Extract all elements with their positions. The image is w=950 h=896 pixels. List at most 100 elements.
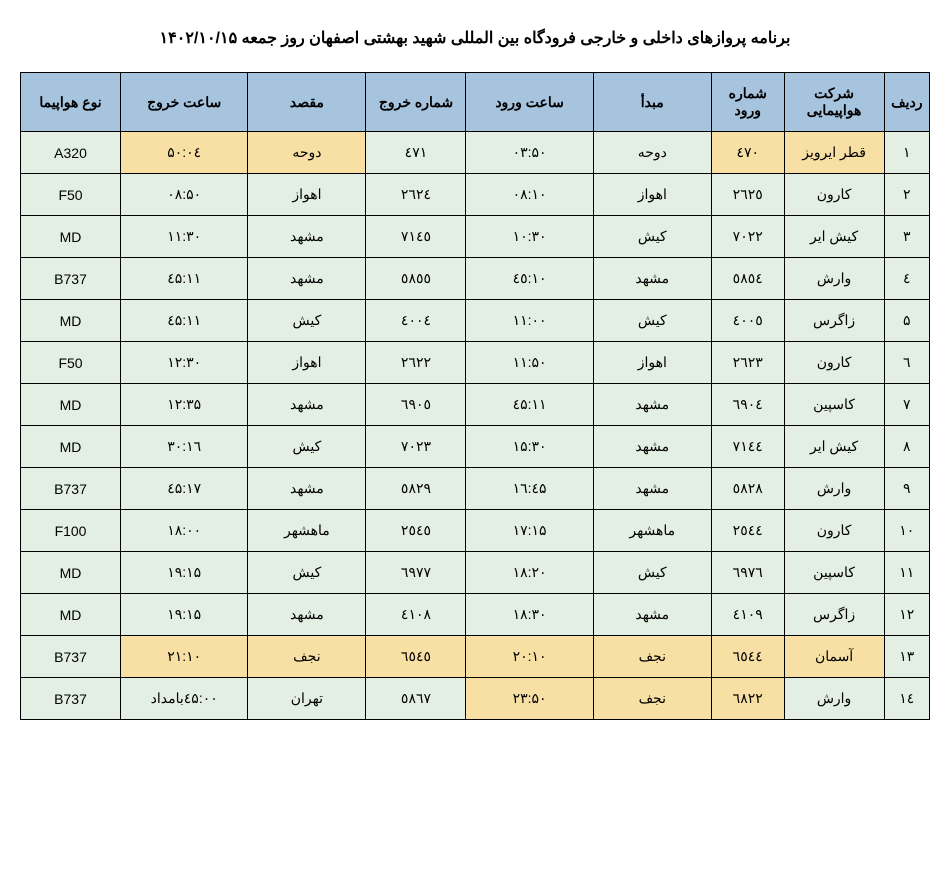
cell-origin: کیش [593, 300, 711, 342]
cell-arrival-time: ۱٦:٤۵ [466, 468, 593, 510]
cell-arrival-no: ٦٨٢٢ [711, 678, 784, 720]
cell-destination: اهواز [248, 342, 366, 384]
cell-arrival-no: ٤٧٠ [711, 132, 784, 174]
cell-airline: کارون [784, 174, 884, 216]
cell-origin: نجف [593, 678, 711, 720]
cell-destination: کیش [248, 552, 366, 594]
table-row: ۱۱کاسپین٦٩٧٦کیش۱۸:۲۰٦٩٧٧کیش۱۹:۱۵MD [21, 552, 930, 594]
cell-origin: کیش [593, 216, 711, 258]
cell-arrival-time: ۱۵:۳۰ [466, 426, 593, 468]
cell-row: ۲ [884, 174, 929, 216]
cell-aircraft: MD [21, 216, 121, 258]
cell-arrival-no: ٢٦٢٣ [711, 342, 784, 384]
cell-row: ۷ [884, 384, 929, 426]
cell-airline: وارش [784, 468, 884, 510]
cell-airline: وارش [784, 258, 884, 300]
cell-row: ١٤ [884, 678, 929, 720]
cell-airline: قطر ایرویز [784, 132, 884, 174]
cell-departure-time: ۱۲:۳۵ [121, 384, 248, 426]
cell-arrival-time: ۲۳:۵۰ [466, 678, 593, 720]
cell-arrival-time: ۱۱:۰۰ [466, 300, 593, 342]
cell-destination: کیش [248, 426, 366, 468]
cell-arrival-no: ٧١٤٤ [711, 426, 784, 468]
page-title: برنامه پروازهای داخلی و خارجی فرودگاه بی… [20, 28, 930, 48]
table-row: ۲کارون٢٦٢٥اهواز۰۸:۱۰٢٦٢٤اهواز۰۸:۵۰F50 [21, 174, 930, 216]
table-row: ۱۲زاگرس٤١٠٩مشهد۱۸:۳۰٤١٠٨مشهد۱۹:۱۵MD [21, 594, 930, 636]
cell-aircraft: B737 [21, 258, 121, 300]
cell-departure-no: ٦٩٧٧ [366, 552, 466, 594]
cell-destination: مشهد [248, 468, 366, 510]
cell-airline: کارون [784, 342, 884, 384]
cell-origin: کیش [593, 552, 711, 594]
cell-origin: مشهد [593, 426, 711, 468]
table-row: ١٤وارش٦٨٢٢نجف۲۳:۵۰٥٨٦٧تهران۰۰:٤۵بامدادB7… [21, 678, 930, 720]
cell-destination: نجف [248, 636, 366, 678]
col-header-departure-time: ساعت خروج [121, 73, 248, 132]
cell-row: ۹ [884, 468, 929, 510]
cell-aircraft: F100 [21, 510, 121, 552]
cell-arrival-time: ۱۷:۱۵ [466, 510, 593, 552]
col-header-destination: مقصد [248, 73, 366, 132]
cell-origin: مشهد [593, 468, 711, 510]
cell-origin: ماهشهر [593, 510, 711, 552]
cell-aircraft: MD [21, 384, 121, 426]
cell-departure-time: ۱۱:۳۰ [121, 216, 248, 258]
cell-destination: مشهد [248, 216, 366, 258]
cell-departure-time: ۰۰:٤۵بامداد [121, 678, 248, 720]
cell-airline: کاسپین [784, 552, 884, 594]
col-header-arrival-no: شماره ورود [711, 73, 784, 132]
col-header-row: ردیف [884, 73, 929, 132]
cell-aircraft: B737 [21, 678, 121, 720]
cell-arrival-no: ٢٦٢٥ [711, 174, 784, 216]
cell-row: ۱۲ [884, 594, 929, 636]
cell-destination: مشهد [248, 594, 366, 636]
cell-arrival-time: ۱۱:۵۰ [466, 342, 593, 384]
cell-arrival-no: ٤١٠٩ [711, 594, 784, 636]
cell-departure-no: ٦٩٠٥ [366, 384, 466, 426]
cell-origin: دوحه [593, 132, 711, 174]
table-header-row: ردیف شرکت هواپیمایی شماره ورود مبدأ ساعت… [21, 73, 930, 132]
cell-airline: زاگرس [784, 594, 884, 636]
cell-row: ۱ [884, 132, 929, 174]
cell-destination: مشهد [248, 258, 366, 300]
col-header-aircraft: نوع هواپیما [21, 73, 121, 132]
cell-departure-no: ٤١٠٨ [366, 594, 466, 636]
cell-departure-no: ٤٠٠٤ [366, 300, 466, 342]
cell-aircraft: F50 [21, 342, 121, 384]
cell-arrival-time: ۱۸:۲۰ [466, 552, 593, 594]
cell-aircraft: A320 [21, 132, 121, 174]
col-header-origin: مبدأ [593, 73, 711, 132]
cell-departure-no: ٧٠٢٣ [366, 426, 466, 468]
cell-arrival-no: ٦٩٧٦ [711, 552, 784, 594]
cell-row: ۱۳ [884, 636, 929, 678]
flight-table: ردیف شرکت هواپیمایی شماره ورود مبدأ ساعت… [20, 72, 930, 720]
cell-departure-time: ۱۹:۱۵ [121, 552, 248, 594]
cell-airline: وارش [784, 678, 884, 720]
cell-airline: کیش ایر [784, 426, 884, 468]
cell-destination: اهواز [248, 174, 366, 216]
cell-arrival-no: ٤٠٠٥ [711, 300, 784, 342]
cell-arrival-no: ٦٩٠٤ [711, 384, 784, 426]
cell-origin: اهواز [593, 174, 711, 216]
table-row: ۷کاسپین٦٩٠٤مشهد۱۱:٤۵٦٩٠٥مشهد۱۲:۳۵MD [21, 384, 930, 426]
cell-arrival-no: ٢٥٤٤ [711, 510, 784, 552]
cell-departure-time: ۲۱:۱۰ [121, 636, 248, 678]
cell-aircraft: F50 [21, 174, 121, 216]
cell-airline: کیش ایر [784, 216, 884, 258]
table-row: ۱۳آسمان٦٥٤٤نجف۲۰:۱۰٦٥٤٥نجف۲۱:۱۰B737 [21, 636, 930, 678]
cell-airline: آسمان [784, 636, 884, 678]
cell-departure-no: ٥٨٦٧ [366, 678, 466, 720]
cell-arrival-time: ۲۰:۱۰ [466, 636, 593, 678]
cell-arrival-time: ۱۱:٤۵ [466, 384, 593, 426]
cell-departure-no: ٦٥٤٥ [366, 636, 466, 678]
cell-row: ٦ [884, 342, 929, 384]
cell-arrival-no: ٥٨٢٨ [711, 468, 784, 510]
cell-departure-time: ۱٦:۳۰ [121, 426, 248, 468]
cell-departure-no: ٥٨٥٥ [366, 258, 466, 300]
cell-aircraft: MD [21, 426, 121, 468]
cell-departure-time: ۱۲:۳۰ [121, 342, 248, 384]
cell-arrival-time: ۱۸:۳۰ [466, 594, 593, 636]
cell-destination: دوحه [248, 132, 366, 174]
table-row: ۳کیش ایر٧٠٢٢کیش۱۰:۳۰٧١٤٥مشهد۱۱:۳۰MD [21, 216, 930, 258]
table-row: ۱۰کارون٢٥٤٤ماهشهر۱۷:۱۵٢٥٤٥ماهشهر۱۸:۰۰F10… [21, 510, 930, 552]
